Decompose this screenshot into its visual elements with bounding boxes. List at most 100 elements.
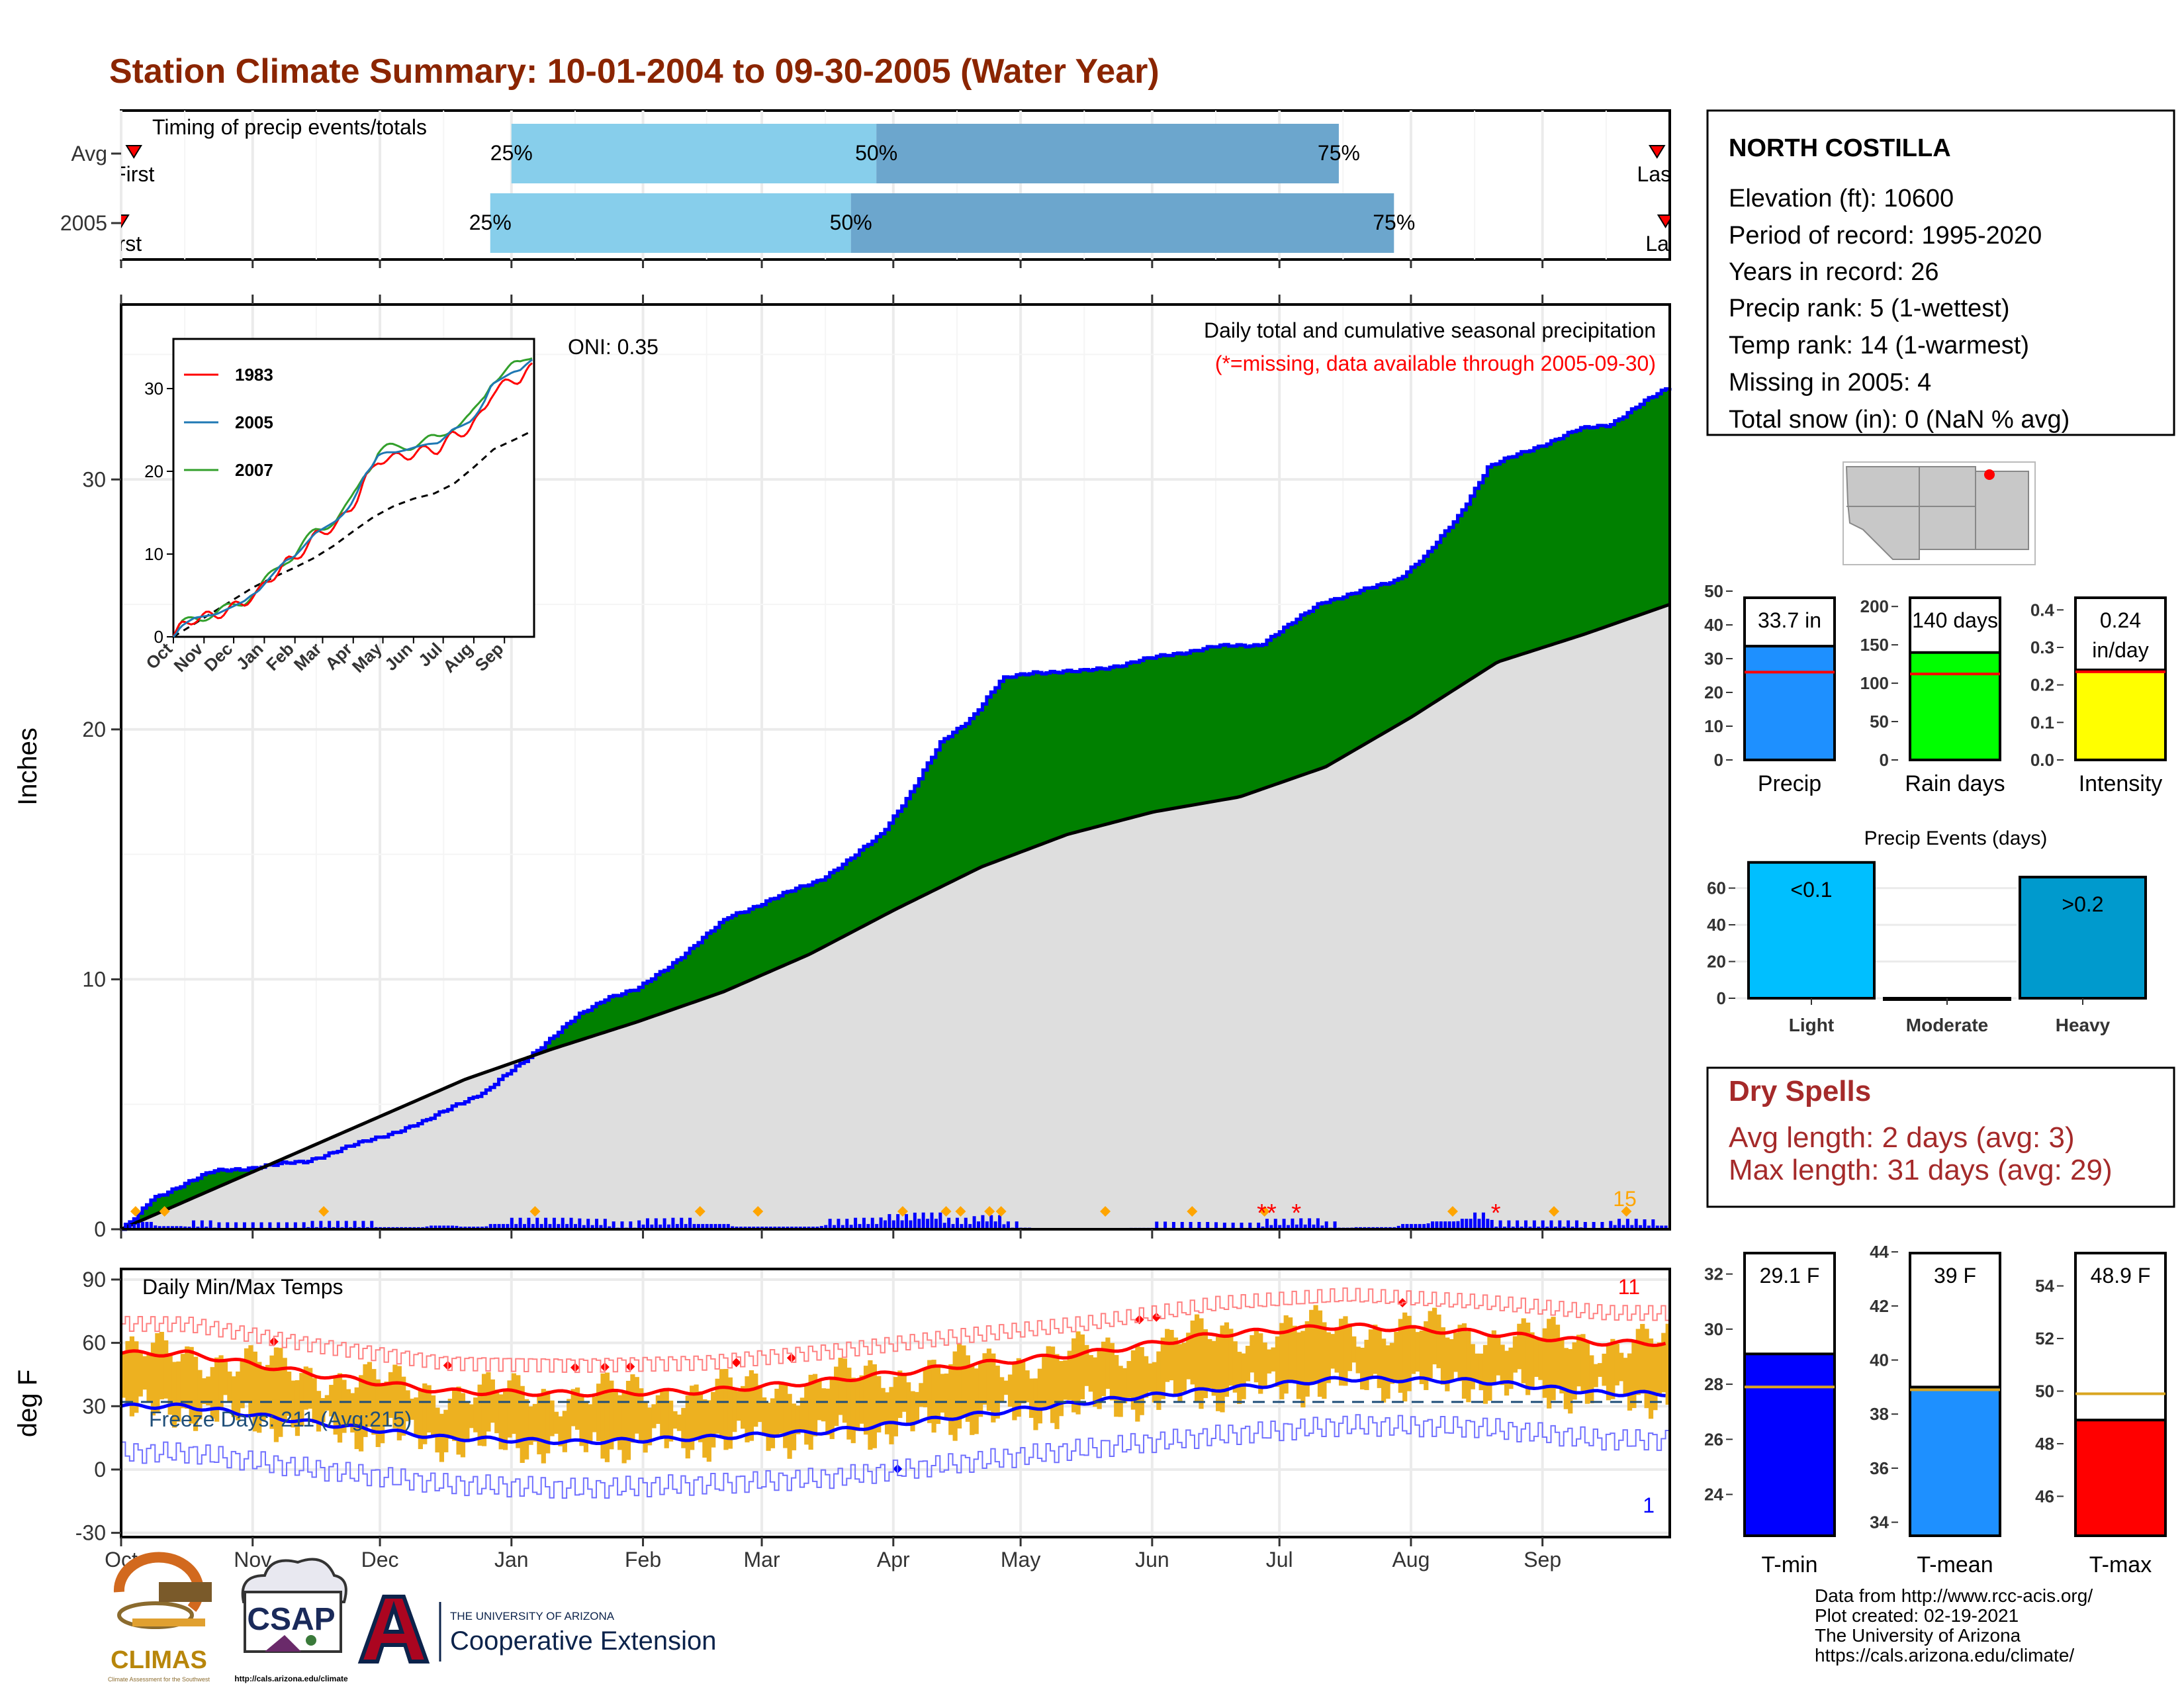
small-bar-ytick-label: 54 <box>2035 1276 2054 1296</box>
daily-temp-bar <box>787 1393 792 1459</box>
daily-temp-bar <box>1330 1334 1336 1369</box>
daily-precip-bar <box>875 1224 879 1229</box>
daily-temp-bar <box>1122 1368 1128 1403</box>
daily-temp-bar <box>872 1364 877 1448</box>
daily-precip-bar <box>828 1219 832 1229</box>
daily-temp-bar <box>1665 1323 1670 1405</box>
small-bar-ytick-label: 10 <box>1704 716 1723 736</box>
daily-precip-bar <box>841 1225 844 1229</box>
daily-temp-bar <box>889 1387 894 1444</box>
daily-precip-bar <box>293 1222 297 1229</box>
daily-temp-bar <box>651 1404 657 1429</box>
daily-precip-bar <box>1452 1221 1456 1229</box>
footer-credits: Data from http://www.rcc-acis.org/ Plot … <box>1815 1585 2093 1665</box>
small-bar-ytick-label: 34 <box>1870 1513 1889 1532</box>
small-bar-value <box>1743 645 1836 761</box>
daily-temp-bar <box>511 1373 517 1434</box>
daily-precip-bar <box>1486 1219 1490 1229</box>
daily-temp-bar <box>558 1416 563 1446</box>
daily-precip-bar <box>942 1223 946 1229</box>
daily-temp-bar <box>1232 1341 1238 1393</box>
daily-temp-bar <box>672 1411 678 1429</box>
daily-temp-bar <box>639 1388 644 1443</box>
temp-ytick-label: 0 <box>94 1458 106 1481</box>
month-axis: Oct Nov Dec Jan Feb Mar Apr May Jun Jul Aug Sep <box>105 295 1561 1571</box>
daily-temp-bar <box>163 1340 169 1399</box>
daily-temp-bar <box>435 1407 440 1453</box>
daily-precip-bar <box>688 1217 692 1229</box>
daily-temp-bar <box>1144 1356 1149 1398</box>
snow-marker <box>984 1206 995 1217</box>
temperature-bar-charts: 24 26 28 30 32 29.1 F T-min 34 36 38 40 42 44 39 F T-m… <box>1704 1242 2177 1577</box>
daily-temp-bar <box>456 1386 461 1455</box>
small-bar-value <box>1909 1385 2001 1537</box>
events-bar <box>2019 875 2147 1000</box>
daily-temp-bar <box>897 1370 903 1419</box>
daily-temp-bar <box>1461 1323 1467 1399</box>
daily-temp-bar <box>1173 1337 1179 1394</box>
temp-panel: -30 0 30 60 90 deg F Daily Min/Max Temps Fre… <box>13 1268 1671 1545</box>
daily-temp-bar <box>723 1369 729 1450</box>
daily-temp-bar <box>1126 1361 1132 1398</box>
daily-precip-bar <box>242 1222 246 1229</box>
daily-temp-bar <box>906 1382 911 1423</box>
daily-precip-bar <box>1163 1221 1167 1229</box>
daily-temp-bar <box>248 1345 253 1415</box>
daily-temp-bar <box>1058 1360 1064 1417</box>
daily-temp-bar <box>1250 1335 1255 1373</box>
daily-temp-bar <box>634 1377 639 1434</box>
daily-temp-bar <box>367 1362 373 1427</box>
freeze-days-label: Freeze Days: 211 (Avg:215) <box>149 1407 412 1431</box>
csap-url: http://cals.arizona.edu/climate <box>234 1674 348 1683</box>
daily-temp-bar <box>1046 1346 1051 1409</box>
daily-precip-bar <box>1303 1224 1307 1229</box>
daily-precip-bar <box>353 1221 357 1229</box>
dry-spells-box: Dry Spells Avg length: 2 days (avg: 3) M… <box>1706 1066 2175 1208</box>
credit-line-0: Data from http://www.rcc-acis.org/ <box>1815 1585 2093 1606</box>
daily-temp-bar <box>1525 1323 1531 1395</box>
snow-marker <box>1187 1206 1198 1217</box>
daily-precip-bar <box>726 1224 730 1229</box>
daily-temp-bar <box>935 1366 941 1425</box>
daily-temp-bar <box>524 1399 529 1460</box>
daily-temp-bar <box>884 1392 890 1434</box>
daily-precip-bar <box>1439 1221 1443 1229</box>
daily-precip-bar <box>1405 1224 1409 1229</box>
daily-temp-bar <box>1037 1368 1042 1424</box>
daily-precip-bar <box>934 1219 938 1229</box>
daily-temp-bar <box>138 1350 143 1397</box>
daily-precip-bar <box>497 1224 501 1229</box>
daily-temp-bar <box>952 1351 958 1441</box>
daily-temp-bar <box>923 1369 928 1407</box>
daily-temp-bar <box>995 1365 1000 1419</box>
daily-temp-bar <box>481 1374 487 1446</box>
daily-temp-bar <box>621 1390 627 1464</box>
daily-temp-bar <box>1517 1323 1522 1370</box>
daily-temp-bar <box>660 1389 665 1438</box>
daily-precip-bar <box>1414 1224 1418 1229</box>
precip-ytick-label: 20 <box>82 718 106 741</box>
daily-temp-bar <box>405 1390 410 1422</box>
small-bar-ytick-label: 0.3 <box>2030 637 2054 657</box>
daily-precip-bar <box>913 1212 917 1229</box>
avg-tmax-line <box>120 1322 1666 1398</box>
daily-temp-bar <box>643 1401 648 1453</box>
daily-precip-bar <box>1558 1220 1562 1229</box>
timing-panel: 25% 50% 75% First Last 25% 50% 75% First Last Tim… <box>60 109 1671 268</box>
daily-temp-bar <box>1054 1354 1060 1429</box>
dry-spells-title: Dry Spells <box>1729 1075 1871 1107</box>
daily-temp-bar <box>1576 1335 1582 1387</box>
inset-line-1983 <box>172 362 533 637</box>
daily-temp-bar <box>171 1362 177 1428</box>
daily-precip-bar <box>680 1217 684 1229</box>
daily-precip-bar <box>1197 1221 1201 1229</box>
daily-temp-bar <box>337 1373 343 1443</box>
missing-note: (*=missing, data available through 2005-… <box>1215 352 1656 375</box>
first-event-marker <box>125 145 143 159</box>
daily-temp-bar <box>1084 1344 1089 1386</box>
daily-temp-bar <box>1377 1329 1382 1388</box>
daily-temp-bar <box>1653 1344 1658 1411</box>
daily-temp-bar <box>1304 1321 1310 1397</box>
month-label: Jun <box>1135 1548 1169 1571</box>
daily-temp-bar <box>375 1379 381 1447</box>
